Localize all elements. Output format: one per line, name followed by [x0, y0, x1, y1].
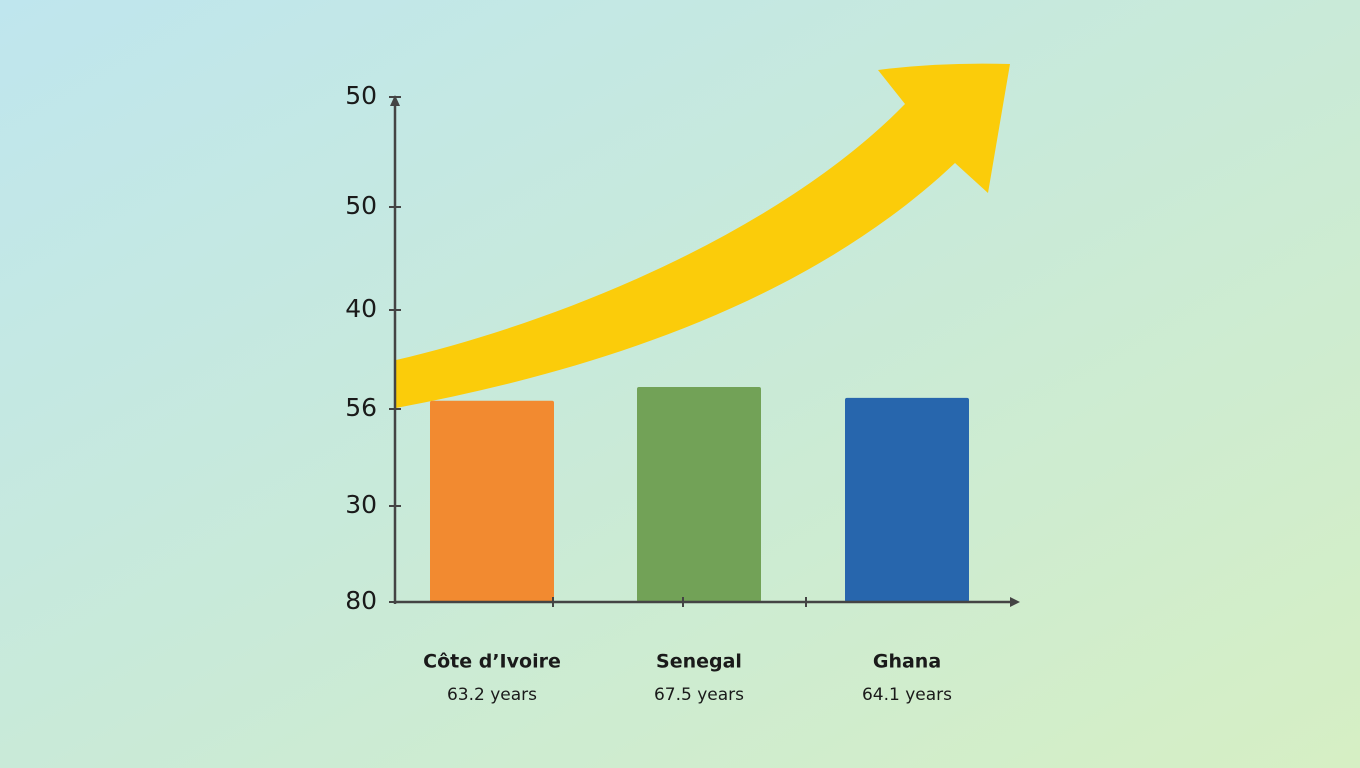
x-tick-label: Ghana	[873, 651, 941, 673]
value-label: 67.5 years	[654, 685, 744, 705]
plot-area	[430, 387, 969, 602]
bar	[637, 387, 761, 602]
bar	[845, 397, 969, 602]
y-axis-label: 50	[345, 191, 377, 220]
x-tick-label: Côte d’Ivoire	[423, 651, 561, 673]
y-axis-label: 30	[345, 490, 377, 519]
trend-arrow	[396, 63, 1010, 408]
x-axis-arrow	[1010, 597, 1020, 607]
x-tick-label: Senegal	[656, 651, 742, 673]
y-axis-label: 50	[345, 81, 377, 110]
value-label: 63.2 years	[447, 685, 537, 705]
value-label: 64.1 years	[862, 685, 952, 705]
y-axis-label: 80	[345, 586, 377, 615]
y-axis-label: 56	[345, 393, 377, 422]
y-axis-label: 40	[345, 294, 377, 323]
bar	[430, 400, 554, 602]
y-axis-arrow	[390, 95, 400, 106]
